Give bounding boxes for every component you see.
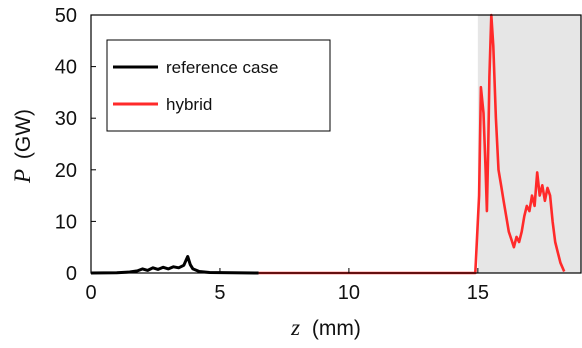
x-axis-variable: z (290, 315, 300, 340)
ticks-layer: 0 5 10 15 0 10 20 30 40 50 (55, 5, 489, 304)
series-line-reference-case (90, 255, 259, 275)
legend-label-hybrid: hybrid (166, 95, 212, 114)
legend-box (106, 39, 331, 132)
x-tick-label: 5 (214, 282, 225, 304)
x-tick-label: 10 (338, 282, 360, 304)
y-tick-label: 50 (55, 5, 77, 27)
y-axis-unit: (GW) (12, 109, 35, 159)
shaded-region (477, 15, 581, 273)
x-tick-label: 15 (467, 282, 489, 304)
plot-frame (90, 14, 582, 274)
y-tick-label: 40 (55, 57, 77, 79)
legend: reference case hybrid (106, 39, 331, 132)
series-layer (90, 13, 566, 275)
y-tick-label: 0 (66, 263, 77, 285)
x-axis-unit: (mm) (312, 317, 361, 340)
y-tick-label: 20 (55, 160, 77, 182)
y-tick-label: 10 (55, 211, 77, 233)
series-line-hybrid (258, 13, 566, 275)
x-axis-label: z (mm) (290, 315, 361, 340)
legend-label-reference-case: reference case (166, 58, 278, 77)
y-axis-label: P (GW) (10, 109, 35, 184)
y-axis-variable: P (10, 169, 35, 184)
x-tick-label: 0 (85, 282, 96, 304)
y-tick-label: 30 (55, 108, 77, 130)
